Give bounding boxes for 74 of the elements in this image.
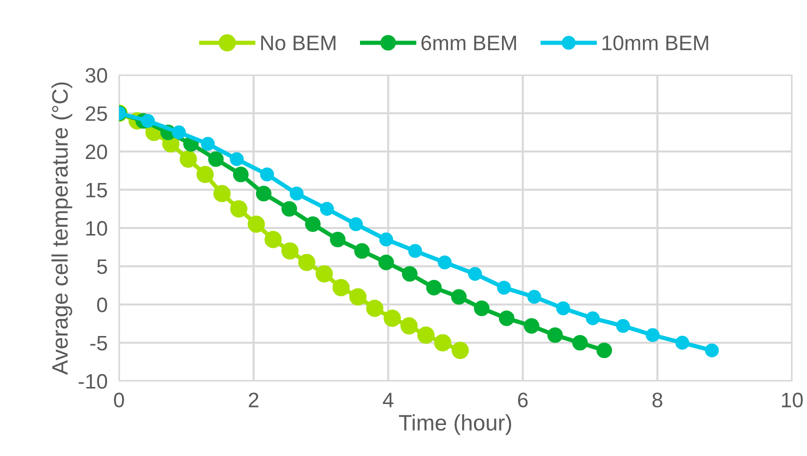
point <box>233 166 249 182</box>
point <box>140 114 155 128</box>
point <box>547 327 563 343</box>
point <box>349 288 367 306</box>
y-tick-label: 5 <box>97 259 108 274</box>
x-tick-label: 6 <box>518 392 528 408</box>
x-tick-label: 8 <box>652 392 662 408</box>
point <box>298 254 316 272</box>
point <box>213 184 231 202</box>
point <box>408 244 422 258</box>
x-tick-label: 4 <box>382 392 394 408</box>
point <box>468 266 482 281</box>
point <box>646 328 660 342</box>
point <box>616 318 630 333</box>
point <box>172 125 186 140</box>
point <box>379 232 394 246</box>
point <box>332 279 350 296</box>
point <box>596 342 612 358</box>
y-tick-label: 10 <box>86 221 108 236</box>
point <box>230 200 248 218</box>
y-tick-label: -10 <box>78 374 108 389</box>
point <box>704 343 719 358</box>
point <box>248 216 265 233</box>
y-tick-label: -5 <box>90 336 108 351</box>
point <box>196 166 214 184</box>
point <box>497 280 511 295</box>
point <box>586 311 600 326</box>
point <box>330 232 346 248</box>
point <box>281 201 298 217</box>
point <box>400 317 418 335</box>
point <box>474 300 490 316</box>
point <box>402 266 418 282</box>
point <box>417 326 434 344</box>
y-axis-title: Average cell temperature (°C) <box>52 82 72 375</box>
point <box>366 300 384 317</box>
point <box>260 168 274 182</box>
y-tick-label: 0 <box>97 298 108 312</box>
point <box>378 254 394 270</box>
point <box>675 336 690 350</box>
point <box>316 265 333 283</box>
point <box>438 255 452 270</box>
point <box>498 310 514 326</box>
point <box>527 290 542 304</box>
point <box>384 310 401 327</box>
x-tick-label: 0 <box>114 392 124 408</box>
y-tick-label: 20 <box>86 144 108 160</box>
x-tick-label: 2 <box>248 392 258 408</box>
point <box>200 136 215 151</box>
point <box>572 334 588 351</box>
point <box>451 289 467 305</box>
point <box>290 186 304 201</box>
x-axis-title: Time (hour) <box>399 414 512 436</box>
point <box>354 243 370 259</box>
point <box>426 280 442 296</box>
y-tick-label: 15 <box>86 182 108 198</box>
point <box>180 150 197 168</box>
y-tick-label: 30 <box>86 68 108 83</box>
legend-label: 10mm BEM <box>602 36 708 50</box>
point <box>524 318 540 334</box>
point <box>256 186 272 202</box>
point <box>305 216 321 232</box>
y-tick-label: 25 <box>86 106 108 122</box>
legend-label: 6mm BEM <box>421 36 516 50</box>
point <box>320 202 334 216</box>
point <box>264 230 282 248</box>
point <box>230 152 244 166</box>
legend-label: No BEM <box>261 36 336 50</box>
point <box>434 334 452 352</box>
point <box>348 217 363 232</box>
x-tick-label: 10 <box>782 392 803 408</box>
point <box>208 151 224 167</box>
point <box>281 242 299 260</box>
point <box>556 301 570 316</box>
point <box>452 342 469 360</box>
